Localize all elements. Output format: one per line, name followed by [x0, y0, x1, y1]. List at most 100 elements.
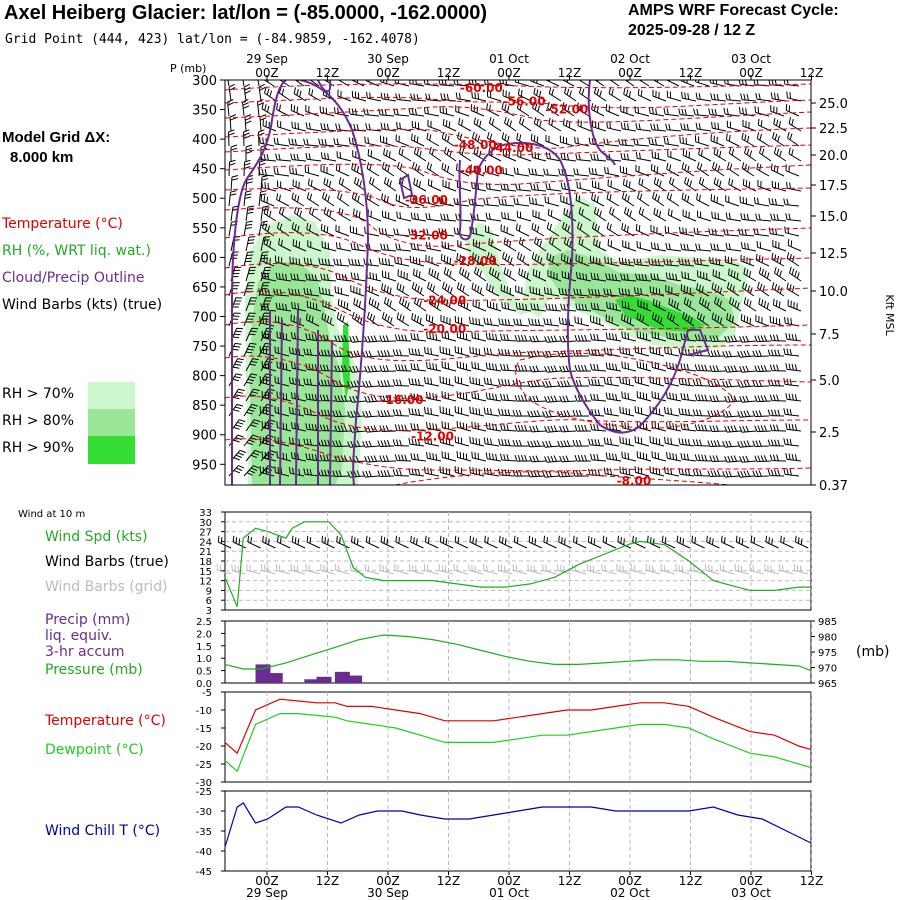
wind-barb	[291, 121, 307, 132]
wind-barb	[768, 197, 785, 207]
wind-barb	[333, 258, 350, 267]
wind-barb	[379, 425, 397, 432]
wind-barb	[292, 239, 307, 252]
wind-barb	[399, 296, 412, 312]
wind-panel-tick-label: 9	[206, 586, 212, 597]
wind-barb	[737, 380, 755, 388]
wind-barb	[414, 296, 427, 312]
wind-barb	[307, 240, 322, 252]
wind-barb	[501, 132, 515, 147]
wind-barb	[469, 346, 485, 357]
top-date-label: 29 Sep	[246, 52, 288, 66]
wind-barb	[305, 122, 322, 132]
wind-panel-tick-label: 18	[199, 557, 212, 568]
wind-barb	[544, 335, 562, 343]
bottom-date-label: 29 Sep	[246, 886, 288, 900]
legend-cloud: Cloud/Precip Outline	[2, 270, 145, 286]
wind-barb	[548, 87, 562, 102]
wind-barb	[319, 106, 335, 117]
wind-barb	[378, 257, 395, 267]
wind-barb	[707, 410, 725, 417]
wind-barb	[728, 178, 742, 192]
wind-barb	[769, 424, 787, 432]
wind-barb	[692, 379, 710, 387]
cloud-outline	[458, 141, 710, 434]
wind-barb	[529, 425, 547, 433]
wind-barb	[562, 118, 577, 132]
wind-barb	[368, 297, 382, 312]
temperature-contour-label: -48.00	[454, 138, 497, 152]
wind-barb	[243, 312, 256, 327]
wind-barb	[470, 104, 485, 117]
wind-barb	[512, 409, 530, 417]
wind-barb	[500, 224, 515, 237]
wind-barb	[545, 152, 562, 162]
wind-barb	[396, 211, 412, 222]
cloud-outline	[398, 173, 414, 200]
bottom-time-tick-label: 12Z	[558, 874, 582, 888]
wind-barb	[424, 196, 440, 207]
wind-barb	[323, 207, 337, 222]
wind-barb	[349, 225, 365, 237]
wind-barb	[742, 281, 755, 297]
wind-barb	[366, 91, 382, 102]
wind-barb	[424, 436, 440, 447]
wind-barb	[425, 313, 440, 327]
wind-barb	[527, 470, 545, 478]
wind-barb	[258, 83, 266, 102]
wind-barb	[354, 176, 367, 192]
wind-barb	[737, 440, 755, 448]
wind-barb	[441, 421, 457, 432]
wind-barb	[245, 205, 255, 222]
wind-barb	[534, 236, 547, 252]
pressure-label: Pressure (mb)	[45, 662, 143, 678]
wind-barb	[455, 213, 472, 222]
wind-barb	[635, 122, 652, 132]
wind-barb	[754, 335, 772, 343]
wind-barb	[485, 362, 502, 372]
wind-panel-tick-label: 3	[206, 606, 212, 617]
wind-barb	[754, 365, 772, 373]
wind-barb	[517, 150, 532, 162]
wind-barb	[438, 564, 454, 575]
wind-barb	[787, 239, 802, 252]
wind-barb	[621, 313, 635, 327]
wind-barb	[337, 89, 352, 102]
wind-barb	[666, 361, 682, 372]
wind-barb	[618, 287, 635, 297]
wind-barb	[469, 406, 485, 417]
wind-barb	[759, 146, 772, 162]
wind-barb	[605, 362, 622, 372]
wind-barb	[504, 116, 517, 132]
wind-barb	[456, 252, 470, 267]
wind-barb	[682, 209, 697, 222]
wind-barb	[573, 288, 590, 297]
wind-barb	[558, 535, 572, 549]
wind-barb	[317, 409, 335, 417]
wind-barb	[679, 136, 695, 147]
wind-barb	[245, 236, 256, 252]
temperature-series-label: Temperature (°C)	[45, 713, 166, 729]
wind-barb	[664, 346, 680, 357]
wind-barb	[394, 394, 412, 402]
wind-barb	[410, 242, 427, 252]
precip-panel-tick-label: 1.0	[196, 654, 212, 665]
wind-barb	[243, 342, 257, 357]
wind-panel-tick-label: 30	[199, 518, 212, 529]
wind-barb	[713, 147, 727, 162]
wind-barb	[588, 288, 605, 297]
wind-barb	[743, 267, 757, 282]
wind-barb	[454, 315, 470, 327]
wind-barb	[559, 135, 575, 147]
wind-barb	[439, 535, 454, 549]
wind-barb	[514, 424, 532, 432]
wind-barb	[318, 287, 335, 297]
wind-barb	[590, 333, 607, 342]
wind-barb	[365, 284, 380, 297]
wind-barb	[441, 361, 457, 372]
temperature-contour	[225, 290, 811, 333]
bottom-time-tick-label: 00Z	[739, 874, 763, 888]
wind-barb	[601, 564, 616, 575]
cloud-outline	[279, 319, 283, 485]
